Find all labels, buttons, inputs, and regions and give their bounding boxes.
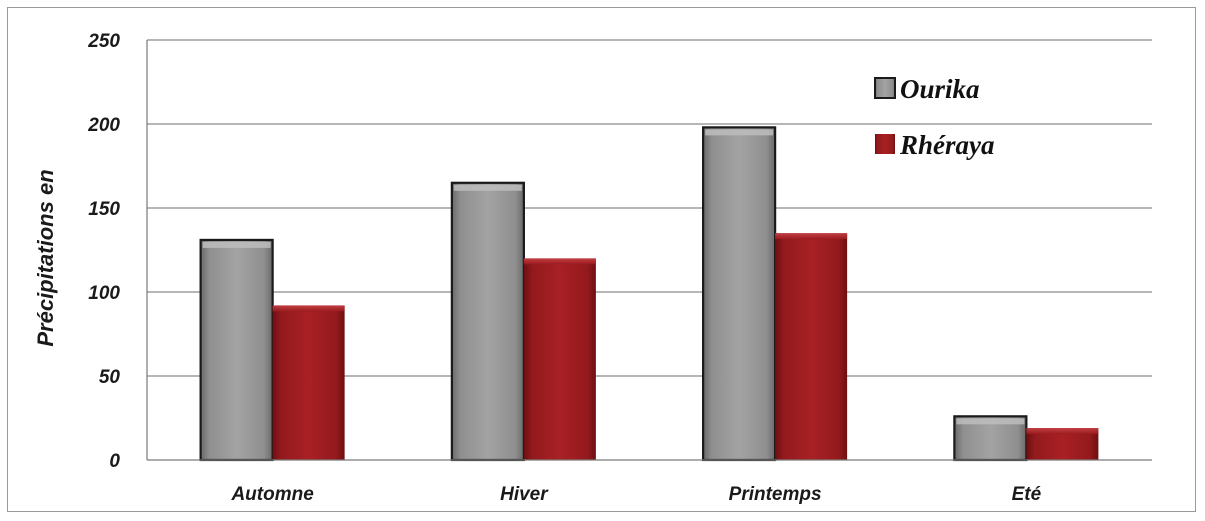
- y-tick-label: 150: [88, 199, 120, 220]
- y-tick-label: 250: [87, 31, 120, 52]
- y-tick-label: 0: [109, 451, 120, 472]
- bar-bevel: [272, 305, 345, 312]
- legend-label-rhéraya: Rhéraya: [899, 130, 995, 160]
- legend-swatch-rhéraya: [875, 134, 895, 154]
- x-tick-label: Eté: [1012, 484, 1042, 505]
- y-tick-label: 100: [88, 283, 120, 304]
- legend: Ourika Rhéraya: [874, 74, 995, 160]
- bars: [199, 126, 1099, 462]
- legend-swatch-ourika: [874, 77, 896, 99]
- x-tick-label: Hiver: [500, 484, 549, 505]
- bar-ourika-hiver: [450, 181, 525, 462]
- legend-label-ourika: Ourika: [900, 74, 980, 104]
- bar-bevel: [453, 184, 522, 191]
- bar-bevel: [956, 418, 1025, 425]
- bar-bevel: [523, 258, 596, 265]
- y-axis-title: Précipitations en: [33, 169, 58, 346]
- bar-bevel: [1026, 428, 1099, 435]
- bar-rhéraya-automne: [272, 305, 345, 460]
- bar-ourika-printemps: [702, 126, 777, 462]
- x-tick-label: Automne: [230, 484, 314, 505]
- bar-bevel: [202, 241, 271, 248]
- bar-bevel: [775, 233, 848, 240]
- bar-rhéraya-printemps: [775, 233, 848, 460]
- bar-rhéraya-hiver: [523, 258, 596, 460]
- bar-ourika-automne: [199, 238, 274, 462]
- x-tick-label: Printemps: [729, 484, 822, 505]
- y-tick-label: 200: [87, 115, 120, 136]
- y-tick-label: 50: [99, 367, 121, 388]
- axes: 0 50 100 150 200 250 Précipitations en Automne H…: [33, 31, 1152, 505]
- bar-bevel: [705, 129, 774, 136]
